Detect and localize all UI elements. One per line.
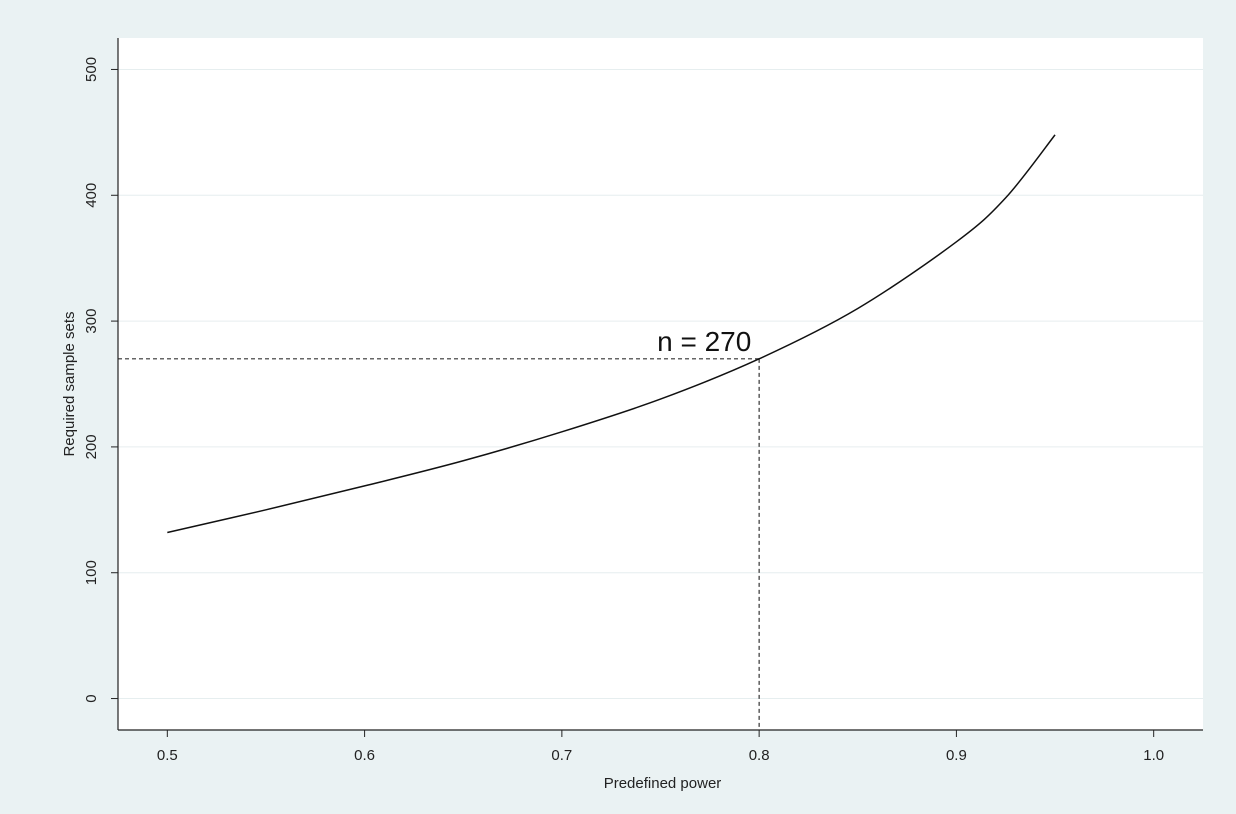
plot-area bbox=[118, 38, 1203, 730]
y-tick-label: 300 bbox=[83, 309, 100, 334]
y-tick-label: 0 bbox=[83, 694, 100, 702]
x-tick-label: 0.7 bbox=[551, 747, 572, 764]
gridlines bbox=[118, 68, 1203, 700]
x-tick-label: 0.9 bbox=[946, 747, 967, 764]
annotation-label: n = 270 bbox=[657, 326, 751, 357]
x-tick-label: 0.6 bbox=[354, 747, 375, 764]
reference-lines bbox=[118, 358, 760, 730]
y-tick-label: 200 bbox=[83, 434, 100, 459]
y-tick-label: 100 bbox=[83, 560, 100, 585]
x-tick-label: 1.0 bbox=[1143, 747, 1164, 764]
curve-layer bbox=[167, 134, 1056, 534]
y-tick-label: 400 bbox=[83, 183, 100, 208]
power-curve-line bbox=[167, 134, 1056, 534]
y-axis-title: Required sample sets bbox=[61, 311, 78, 456]
labels: n = 270 Predefined power Required sample… bbox=[61, 311, 751, 792]
y-tick-label: 500 bbox=[83, 57, 100, 82]
x-tick-label: 0.5 bbox=[157, 747, 178, 764]
x-tick-label: 0.8 bbox=[749, 747, 770, 764]
axes: 0 100 200 300 400 500 0.5 0.6 0.7 0.8 0.9 1.0 bbox=[83, 38, 1203, 764]
x-axis-title: Predefined power bbox=[604, 775, 722, 792]
